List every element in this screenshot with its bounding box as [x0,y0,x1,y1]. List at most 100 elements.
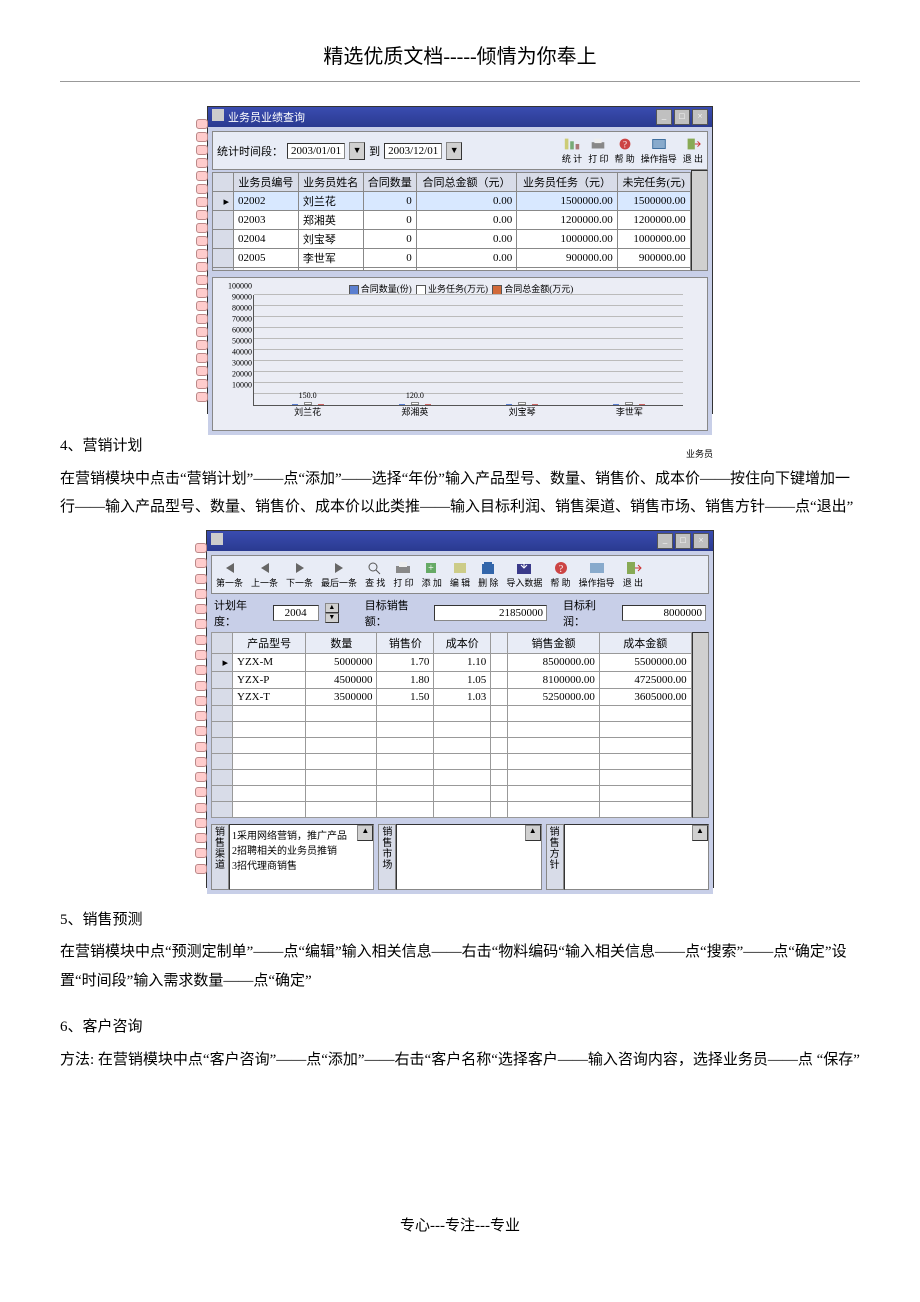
market-label: 销售市场 [378,824,396,890]
scroll-up-icon[interactable]: ▲ [525,825,541,841]
year-spinner[interactable]: ▲▼ [325,603,339,623]
minimize-button[interactable]: _ [656,109,672,125]
table-row[interactable]: ▸YZX-M50000001.701.108500000.005500000.0… [212,653,692,671]
table-row[interactable]: 02005李世军00.00900000.00900000.00 [213,249,691,268]
screenshot-marketing-plan: _ □ × 第一条 上一条 下一条 最后一条 查 找 打 印 +添 加 编 辑 … [206,530,714,888]
profit-target-input[interactable]: 8000000 [622,605,706,621]
time-range-label: 统计时间段： [217,143,283,159]
table-row[interactable] [212,769,692,785]
sales-table: 业务员编号 业务员姓名 合同数量 合同总金额（元） 业务员任务（元） 未完任务(… [212,172,691,271]
stat-button[interactable]: 统 计 [562,136,582,165]
minimize-button[interactable]: _ [657,533,673,549]
window-titlebar: 业务员业绩查询 _ □ × [208,107,712,127]
table-row[interactable] [212,737,692,753]
col-id[interactable]: 业务员编号 [234,173,299,192]
prev-button[interactable]: 上一条 [251,560,278,589]
help-button[interactable]: ?帮 助 [614,136,634,165]
profit-target-label: 目标利润： [563,597,616,629]
sales-target-label: 目标销售额： [365,597,428,629]
app-icon [212,109,224,121]
svg-text:+: + [428,563,434,574]
close-button[interactable]: × [692,109,708,125]
find-button[interactable]: 查 找 [365,560,385,589]
window-title: 业务员业绩查询 [228,112,305,124]
sales-chart: 合同数量(份) 业务任务(万元) 合同总金额(万元) 1000020000300… [212,277,708,431]
table-row[interactable]: YZX-P45000001.801.058100000.004725000.00 [212,671,692,688]
col-amt[interactable]: 合同总金额（元） [416,173,517,192]
edit-button[interactable]: 编 辑 [450,560,470,589]
policy-label: 销售方针 [546,824,564,890]
svg-text:?: ? [558,564,563,575]
close-button[interactable]: × [693,533,709,549]
first-button[interactable]: 第一条 [216,560,243,589]
import-button[interactable]: 导入数据 [506,560,542,589]
table-row[interactable] [212,801,692,817]
col-task[interactable]: 业务员任务（元） [517,173,618,192]
section-5-body: 在营销模块中点“预测定制单”——点“编辑”输入相关信息——右击“物料编码“输入相… [60,938,860,995]
market-textarea[interactable]: ▲ [396,824,541,890]
col-qty[interactable]: 合同数量 [363,173,416,192]
add-button[interactable]: +添 加 [422,560,442,589]
x-axis-label: 业务员 [686,447,713,460]
scroll-up-icon[interactable]: ▲ [357,825,373,841]
date-from-dropdown[interactable]: ▼ [349,142,365,160]
exit-button[interactable]: 退 出 [683,136,703,165]
next-button[interactable]: 下一条 [286,560,313,589]
col-price[interactable]: 销售价 [377,632,434,653]
screenshot-sales-query: 业务员业绩查询 _ □ × 统计时间段： 2003/01/01 ▼ 到 2003… [207,106,713,414]
col-left[interactable]: 未完任务(元) [617,173,690,192]
binder-rings [195,541,207,877]
print-button[interactable]: 打 印 [588,136,608,165]
channel-textarea[interactable]: 1采用网络营销，推广产品 2招聘相关的业务员推销 3招代理商销售▲ [229,824,374,890]
col-gap [491,632,508,653]
table-row[interactable]: 02003郑湘英00.001200000.001200000.00 [213,211,691,230]
date-to-dropdown[interactable]: ▼ [446,142,462,160]
date-to-input[interactable]: 2003/12/01 [384,143,442,159]
table-row[interactable] [212,785,692,801]
plan-toolbar: 第一条 上一条 下一条 最后一条 查 找 打 印 +添 加 编 辑 删 除 导入… [211,555,709,594]
maximize-button[interactable]: □ [674,109,690,125]
section-6-heading: 6、客户咨询 [60,1013,860,1042]
table-row[interactable] [212,721,692,737]
binder-rings [196,117,208,403]
last-button[interactable]: 最后一条 [321,560,357,589]
print-button[interactable]: 打 印 [393,560,413,589]
date-from-input[interactable]: 2003/01/01 [287,143,345,159]
table-row[interactable] [212,753,692,769]
col-name[interactable]: 业务员姓名 [298,173,363,192]
guide-button[interactable]: 操作指导 [641,136,677,165]
chart-axis: 1000020000300004000050000600007000080000… [253,295,683,406]
section-4-heading: 4、营销计划 [60,432,860,461]
plan-table-scrollbar[interactable] [692,632,709,818]
col-costamt[interactable]: 成本金额 [599,632,691,653]
year-label: 计划年度： [214,597,267,629]
year-input[interactable]: 2004 [273,605,319,621]
col-qty[interactable]: 数量 [306,632,377,653]
plan-params-row: 计划年度： 2004 ▲▼ 目标销售额： 21850000 目标利润： 8000… [211,594,709,632]
channel-label: 销售渠道 [211,824,229,890]
svg-text:?: ? [623,140,627,150]
section-6-body: 方法: 在营销模块中点“客户咨询”——点“添加”——右击“客户名称“选择客户——… [60,1046,860,1075]
page-footer: 专心---专注---专业 [60,1214,860,1235]
guide-button[interactable]: 操作指导 [579,560,615,589]
exit-button[interactable]: 退 出 [623,560,643,589]
table-row[interactable]: ▸02002刘兰花00.001500000.001500000.00 [213,192,691,211]
window-titlebar: _ □ × [207,531,713,551]
table-row[interactable]: 02004刘宝琴00.001000000.001000000.00 [213,230,691,249]
table-scrollbar[interactable] [691,170,708,271]
table-row[interactable] [212,705,692,721]
query-toolbar: 统计时间段： 2003/01/01 ▼ 到 2003/12/01 ▼ 统 计 打… [212,131,708,170]
table-row[interactable] [213,268,691,271]
sales-target-input[interactable]: 21850000 [434,605,547,621]
col-model[interactable]: 产品型号 [233,632,306,653]
maximize-button[interactable]: □ [675,533,691,549]
app-icon [211,533,223,545]
policy-textarea[interactable]: ▲ [564,824,709,890]
col-sales[interactable]: 销售金额 [508,632,600,653]
delete-button[interactable]: 删 除 [478,560,498,589]
scroll-up-icon[interactable]: ▲ [692,825,708,841]
col-cost[interactable]: 成本价 [434,632,491,653]
table-row[interactable]: YZX-T35000001.501.035250000.003605000.00 [212,688,692,705]
help-button[interactable]: ?帮 助 [550,560,570,589]
section-5-heading: 5、销售预测 [60,906,860,935]
